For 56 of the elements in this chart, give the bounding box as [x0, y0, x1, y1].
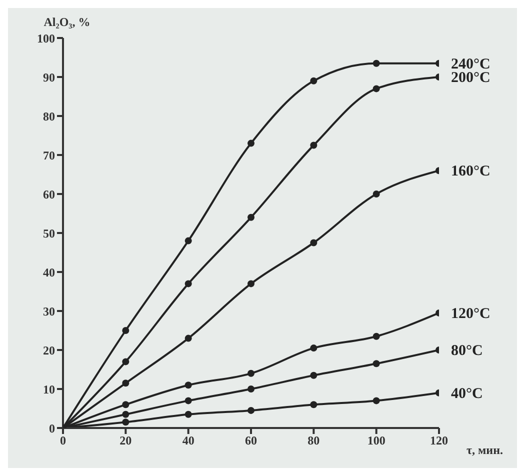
point — [122, 358, 130, 366]
series-label: 120°C — [451, 306, 490, 322]
point — [372, 60, 380, 67]
y-tick-label: 0 — [49, 421, 55, 436]
point — [310, 239, 318, 246]
point — [184, 397, 192, 404]
y-tick-label: 50 — [43, 226, 55, 240]
y-tick-label: 80 — [43, 109, 55, 124]
series-label: 40°C — [451, 386, 483, 402]
y-tick-label: 30 — [43, 304, 55, 318]
series-label: 200°C — [451, 70, 490, 86]
x-axis-title: τ, мин. — [466, 443, 503, 457]
point — [122, 327, 130, 334]
x-tick-label: 80 — [308, 434, 320, 448]
point — [248, 214, 254, 221]
point — [248, 370, 254, 377]
point — [310, 344, 318, 352]
point — [184, 280, 192, 288]
x-tick-label: 40 — [182, 434, 194, 448]
point — [248, 406, 254, 414]
series-label: 240°C — [451, 56, 490, 72]
x-tick-label: 100 — [367, 434, 386, 448]
point — [248, 386, 254, 392]
point — [122, 410, 130, 418]
y-tick-label: 20 — [43, 343, 55, 358]
series-label: 160°C — [451, 164, 490, 180]
point — [372, 190, 380, 198]
point — [184, 237, 192, 244]
point — [122, 418, 130, 426]
y-tick-label: 10 — [43, 382, 55, 396]
point — [310, 142, 318, 149]
x-tick-label: 0 — [60, 434, 66, 448]
point — [372, 332, 380, 340]
point — [248, 140, 254, 147]
y-tick-label: 90 — [43, 70, 55, 84]
y-tick-label: 40 — [43, 265, 55, 280]
y-tick-label: 70 — [43, 148, 55, 162]
y-axis-title: Al₂O₃, % — [44, 15, 90, 29]
point — [372, 360, 380, 368]
point — [122, 401, 130, 408]
point — [310, 372, 318, 379]
series-label: 80°C — [451, 343, 483, 359]
point — [310, 77, 318, 84]
point — [248, 280, 254, 288]
point — [310, 401, 318, 408]
y-tick-label: 60 — [43, 187, 55, 202]
point — [372, 85, 380, 92]
point — [372, 397, 380, 404]
x-tick-label: 120 — [430, 434, 448, 448]
x-tick-label: 20 — [120, 434, 132, 448]
point — [184, 410, 192, 418]
point — [184, 334, 192, 342]
point — [184, 382, 192, 389]
y-tick-label: 100 — [37, 31, 55, 46]
point — [122, 380, 130, 387]
x-tick-label: 60 — [245, 434, 257, 448]
